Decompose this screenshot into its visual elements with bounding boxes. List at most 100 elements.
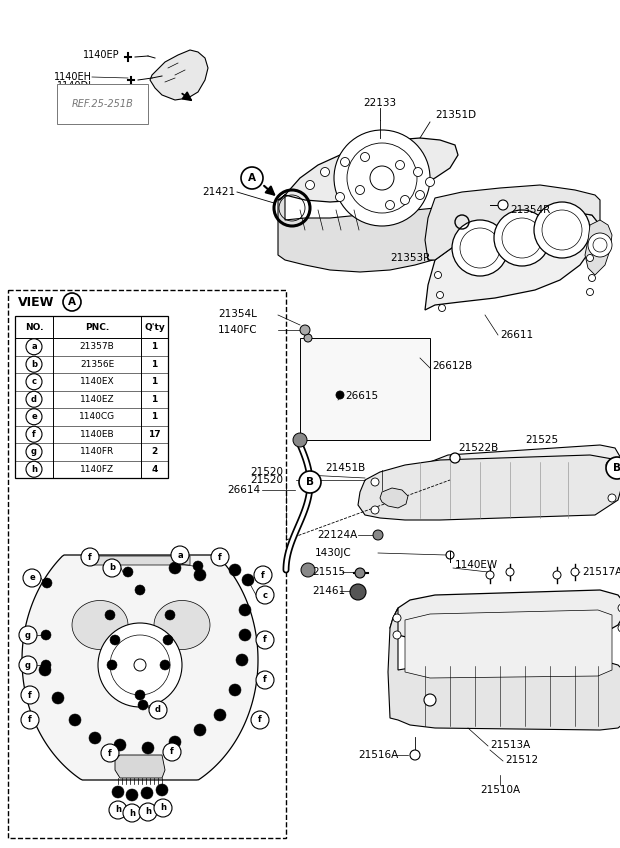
Circle shape [139, 803, 157, 821]
Circle shape [229, 684, 241, 696]
Circle shape [587, 288, 593, 295]
Text: 21515: 21515 [312, 567, 345, 577]
Circle shape [299, 471, 321, 493]
Circle shape [436, 292, 443, 298]
Text: Q'ty: Q'ty [144, 322, 165, 332]
Circle shape [52, 692, 64, 704]
Circle shape [534, 202, 590, 258]
Text: 21517A: 21517A [582, 567, 620, 577]
Circle shape [370, 166, 394, 190]
Text: h: h [31, 465, 37, 474]
Text: a: a [31, 343, 37, 351]
Circle shape [89, 732, 101, 744]
Text: 21353R: 21353R [390, 253, 430, 263]
Text: B: B [613, 463, 620, 473]
Text: h: h [145, 807, 151, 817]
Circle shape [81, 548, 99, 566]
Circle shape [335, 192, 345, 202]
Text: h: h [160, 804, 166, 812]
Circle shape [350, 584, 366, 600]
Text: 21356E: 21356E [80, 360, 114, 369]
Circle shape [355, 186, 365, 194]
Circle shape [293, 433, 307, 447]
Polygon shape [278, 195, 458, 272]
Circle shape [435, 271, 441, 278]
Circle shape [123, 567, 133, 577]
Text: 1: 1 [151, 412, 157, 421]
Circle shape [588, 233, 612, 257]
Circle shape [256, 671, 274, 689]
Polygon shape [90, 556, 190, 565]
Circle shape [386, 200, 394, 209]
Polygon shape [358, 455, 620, 520]
Text: b: b [31, 360, 37, 369]
Circle shape [608, 494, 616, 502]
Circle shape [163, 743, 181, 761]
Text: 21354L: 21354L [218, 309, 257, 319]
Circle shape [450, 453, 460, 463]
Circle shape [26, 409, 42, 425]
Circle shape [588, 275, 595, 282]
Circle shape [194, 724, 206, 736]
Circle shape [26, 391, 42, 407]
Circle shape [98, 623, 182, 707]
Text: 2: 2 [151, 447, 157, 456]
Circle shape [498, 200, 508, 210]
Circle shape [256, 586, 274, 604]
Polygon shape [72, 600, 128, 650]
Circle shape [126, 789, 138, 801]
Circle shape [107, 660, 117, 670]
Polygon shape [388, 608, 620, 730]
Text: f: f [263, 635, 267, 644]
Text: 21461: 21461 [312, 586, 345, 596]
Circle shape [236, 654, 248, 666]
Text: 1: 1 [151, 360, 157, 369]
Text: 1140FZ: 1140FZ [80, 465, 114, 474]
Text: 21516A: 21516A [358, 750, 398, 760]
Circle shape [355, 568, 365, 578]
Text: 4: 4 [151, 465, 157, 474]
Text: f: f [108, 749, 112, 757]
Text: 21525: 21525 [525, 435, 558, 445]
Circle shape [110, 635, 170, 695]
Circle shape [39, 664, 51, 676]
Text: f: f [261, 571, 265, 579]
Text: 21520: 21520 [250, 467, 283, 477]
Text: 1: 1 [151, 395, 157, 404]
Polygon shape [278, 138, 458, 202]
Circle shape [41, 630, 51, 640]
Circle shape [141, 787, 153, 799]
Circle shape [502, 218, 542, 258]
Text: h: h [115, 806, 121, 814]
Polygon shape [154, 600, 210, 650]
Circle shape [114, 739, 126, 751]
Text: f: f [88, 553, 92, 561]
Text: f: f [32, 430, 36, 438]
Circle shape [69, 714, 81, 726]
Bar [8, 290, 286, 838]
Circle shape [425, 177, 435, 187]
Circle shape [154, 799, 172, 817]
Text: f: f [218, 553, 222, 561]
Text: 21513A: 21513A [490, 740, 530, 750]
Circle shape [401, 196, 409, 204]
Circle shape [334, 130, 430, 226]
Text: g: g [25, 631, 31, 639]
Text: 21510A: 21510A [480, 785, 520, 795]
Text: 1140EP: 1140EP [83, 50, 120, 60]
Text: 1430JC: 1430JC [315, 548, 352, 558]
Circle shape [460, 228, 500, 268]
Circle shape [211, 548, 229, 566]
Circle shape [21, 711, 39, 729]
Circle shape [165, 610, 175, 620]
Circle shape [26, 338, 42, 354]
Text: 26612B: 26612B [432, 361, 472, 371]
Circle shape [414, 168, 422, 176]
Text: d: d [31, 395, 37, 404]
Circle shape [169, 562, 181, 574]
Circle shape [105, 610, 115, 620]
Text: g: g [25, 661, 31, 670]
Polygon shape [412, 445, 620, 490]
Text: a: a [177, 550, 183, 560]
Text: 21354R: 21354R [510, 205, 551, 215]
